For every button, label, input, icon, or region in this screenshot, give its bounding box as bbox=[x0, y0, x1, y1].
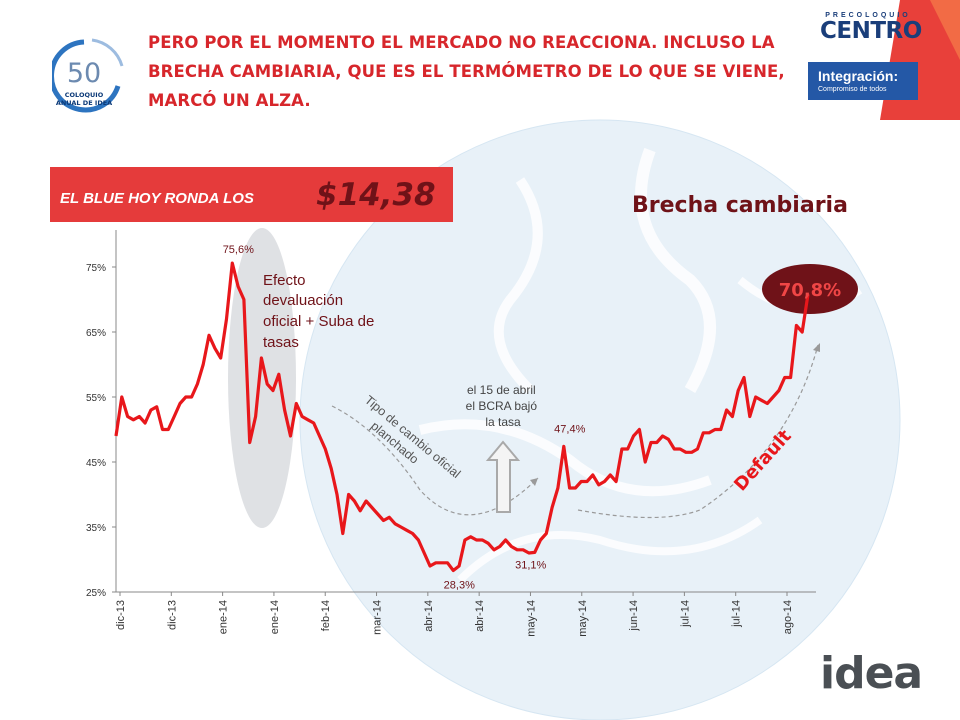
blue-rate-label: EL BLUE HOY RONDA LOS bbox=[60, 190, 254, 207]
data-label: 31,1% bbox=[515, 559, 546, 571]
x-tick-label: may-14 bbox=[577, 600, 589, 637]
tipo-annotation: Tipo de cambio oficial planchado bbox=[362, 393, 463, 481]
chart-annotations bbox=[331, 264, 858, 519]
coloquio-text: COLOQUIO ANUAL DE IDEA bbox=[55, 91, 113, 107]
x-tick-label: mar-14 bbox=[372, 600, 384, 635]
x-tick-label: ene-14 bbox=[218, 600, 230, 634]
efecto-line-4: tasas bbox=[263, 334, 299, 351]
precoloquio-label: PRECOLOQUIO bbox=[825, 12, 911, 19]
current-value-label: 70,8% bbox=[779, 280, 841, 301]
efecto-annotation: Efecto devaluación oficial + Suba de tas… bbox=[263, 272, 379, 351]
precoloquio-logo: PRECOLOQUIO CENTRO bbox=[820, 12, 922, 44]
blue-rate-value: $14,38 bbox=[316, 177, 436, 213]
chart-plot: 75,6% 28,3% 31,1% 47,4% bbox=[114, 244, 810, 592]
brecha-series-line bbox=[114, 261, 810, 573]
x-tick-label: jul-14 bbox=[731, 600, 743, 628]
x-tick-label: dic-13 bbox=[166, 600, 178, 630]
x-tick-label: may-14 bbox=[525, 600, 537, 637]
centro-label: CENTRO bbox=[820, 18, 922, 44]
integracion-badge: Integración: Compromiso de todos bbox=[808, 62, 918, 100]
integracion-title: Integración: bbox=[818, 68, 899, 84]
y-tick-label: 75% bbox=[86, 263, 106, 274]
bcra-up-arrow bbox=[485, 440, 521, 513]
x-tick-label: abr-14 bbox=[474, 600, 486, 632]
x-tick-label: dic-13 bbox=[115, 600, 127, 630]
y-tick-label: 35% bbox=[86, 523, 106, 534]
bcra-line-3: la tasa bbox=[485, 415, 521, 429]
coloquio-logo: 50 COLOQUIO ANUAL DE IDEA bbox=[49, 36, 128, 136]
y-tick-label: 25% bbox=[86, 588, 106, 599]
default-trend-arrowhead bbox=[813, 343, 820, 352]
tipo-trend-arrowhead bbox=[530, 478, 538, 486]
idea-logo: idea bbox=[820, 648, 923, 699]
bcra-line-2: el BCRA bajó bbox=[466, 399, 538, 413]
x-tick-label: feb-14 bbox=[320, 600, 332, 631]
y-tick-label: 45% bbox=[86, 458, 106, 469]
chart-axes: 25% 35% 45% 55% 65% 75% dic-13 dic-13 ene-14 ene-… bbox=[86, 230, 816, 637]
bcra-annotation: el 15 de abril el BCRA bajó la tasa bbox=[466, 383, 541, 429]
y-tick-label: 55% bbox=[86, 393, 106, 404]
data-label: 28,3% bbox=[444, 580, 475, 592]
x-tick-label: jun-14 bbox=[628, 600, 640, 632]
data-label: 75,6% bbox=[223, 244, 254, 256]
chart-title: Brecha cambiaria bbox=[632, 193, 848, 218]
bcra-line-1: el 15 de abril bbox=[467, 383, 536, 397]
default-trend-arrow bbox=[577, 344, 819, 519]
integracion-sub: Compromiso de todos bbox=[818, 86, 887, 93]
x-tick-label: abr-14 bbox=[423, 600, 435, 632]
efecto-line-1: Efecto bbox=[263, 272, 306, 289]
slide-headline: PERO POR EL MOMENTO EL MERCADO NO REACCI… bbox=[148, 33, 785, 110]
coloquio-number: 50 bbox=[66, 58, 102, 89]
efecto-line-3: oficial + Suba de bbox=[263, 313, 374, 330]
x-tick-label: ene-14 bbox=[269, 600, 281, 634]
y-tick-label: 65% bbox=[86, 328, 106, 339]
efecto-line-2: devaluación bbox=[263, 292, 343, 309]
current-value-badge bbox=[762, 264, 858, 314]
x-tick-label: jul-14 bbox=[679, 600, 691, 628]
data-label: 47,4% bbox=[554, 423, 585, 435]
x-tick-label: ago-14 bbox=[782, 600, 794, 634]
default-annotation: Default bbox=[730, 425, 796, 495]
coloquio-ring-icon bbox=[49, 38, 124, 113]
blue-rate-box: EL BLUE HOY RONDA LOS $14,38 bbox=[50, 167, 453, 222]
